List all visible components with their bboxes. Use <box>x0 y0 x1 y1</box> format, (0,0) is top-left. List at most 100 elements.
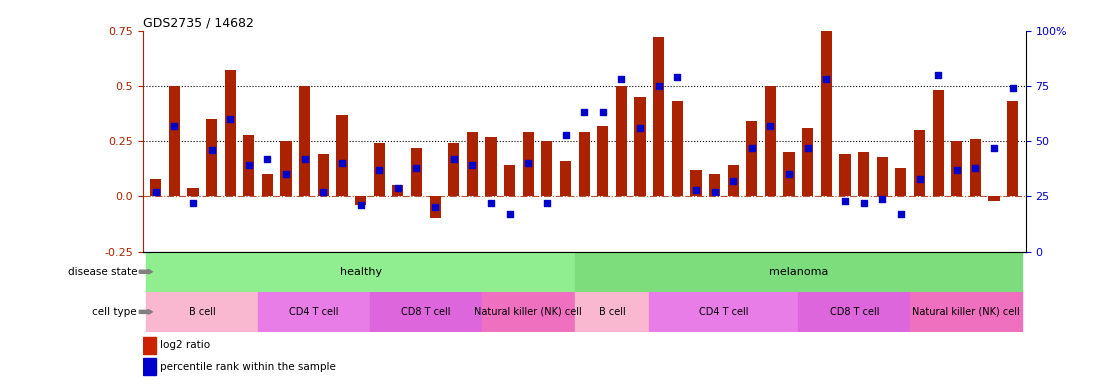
Bar <box>575 252 1022 292</box>
Point <box>799 145 816 151</box>
Bar <box>258 292 370 332</box>
Point <box>166 122 183 129</box>
Bar <box>709 174 720 196</box>
Point <box>948 167 965 173</box>
Bar <box>143 337 156 354</box>
Point <box>222 116 239 122</box>
Text: CD8 T cell: CD8 T cell <box>402 307 451 317</box>
Bar <box>541 141 553 196</box>
Point <box>278 171 295 177</box>
Bar <box>449 143 460 196</box>
Bar <box>727 166 738 196</box>
Bar <box>877 157 887 196</box>
Point <box>576 109 593 116</box>
Point <box>631 125 648 131</box>
Bar <box>690 170 701 196</box>
Point <box>147 189 165 195</box>
Point <box>501 211 519 217</box>
Bar <box>430 196 441 218</box>
Bar <box>374 143 385 196</box>
Text: cell type: cell type <box>92 307 137 317</box>
Point <box>203 147 220 153</box>
Bar <box>932 90 943 196</box>
Bar <box>146 292 258 332</box>
Point <box>539 200 556 206</box>
Text: CD4 T cell: CD4 T cell <box>699 307 748 317</box>
Point <box>724 178 742 184</box>
Point <box>333 160 351 166</box>
Point <box>836 198 853 204</box>
Bar <box>597 126 609 196</box>
Bar <box>504 166 516 196</box>
Bar <box>911 292 1022 332</box>
Bar <box>634 97 646 196</box>
Point <box>873 195 891 202</box>
Point <box>743 145 760 151</box>
Point <box>705 189 723 195</box>
Point <box>966 165 984 171</box>
Bar <box>143 359 156 375</box>
Text: CD4 T cell: CD4 T cell <box>290 307 339 317</box>
Bar <box>299 86 310 196</box>
Point <box>985 145 1003 151</box>
Point <box>929 72 947 78</box>
Point <box>649 83 667 89</box>
Bar <box>671 101 683 196</box>
Point <box>445 156 463 162</box>
Text: B cell: B cell <box>189 307 216 317</box>
Point <box>911 175 928 182</box>
Bar <box>799 292 911 332</box>
Bar <box>206 119 217 196</box>
Bar <box>244 134 255 196</box>
Bar <box>318 154 329 196</box>
Bar <box>802 128 813 196</box>
Text: B cell: B cell <box>599 307 625 317</box>
Bar <box>653 37 665 196</box>
Text: melanoma: melanoma <box>769 267 828 277</box>
Bar <box>578 132 590 196</box>
Bar <box>821 31 832 196</box>
Bar <box>188 187 199 196</box>
Point <box>855 200 872 206</box>
Bar <box>485 137 497 196</box>
Text: Natural killer (NK) cell: Natural killer (NK) cell <box>474 307 583 317</box>
Bar <box>783 152 794 196</box>
Point <box>593 109 611 116</box>
Point <box>557 131 575 137</box>
Bar <box>522 132 534 196</box>
Point <box>464 162 482 169</box>
Point <box>352 202 370 208</box>
Bar <box>649 292 799 332</box>
Bar <box>146 252 575 292</box>
Point <box>483 200 500 206</box>
Point <box>371 167 388 173</box>
Point <box>780 171 798 177</box>
Text: Natural killer (NK) cell: Natural killer (NK) cell <box>913 307 1020 317</box>
Bar <box>370 292 482 332</box>
Bar <box>765 86 776 196</box>
Point <box>612 76 630 83</box>
Text: log2 ratio: log2 ratio <box>160 340 211 350</box>
Text: healthy: healthy <box>340 267 382 277</box>
Bar <box>559 161 572 196</box>
Bar <box>988 196 999 201</box>
Text: CD8 T cell: CD8 T cell <box>829 307 879 317</box>
Bar <box>615 86 627 196</box>
Text: GDS2735 / 14682: GDS2735 / 14682 <box>143 17 253 30</box>
Point <box>427 204 444 210</box>
Bar <box>169 86 180 196</box>
Bar <box>150 179 161 196</box>
Point <box>408 165 426 171</box>
Point <box>687 187 704 193</box>
Bar <box>1007 101 1018 196</box>
Text: percentile rank within the sample: percentile rank within the sample <box>160 362 336 372</box>
Point <box>389 184 407 190</box>
Bar <box>575 292 649 332</box>
Bar <box>858 152 869 196</box>
Point <box>520 160 538 166</box>
Bar <box>225 71 236 196</box>
Bar <box>914 130 925 196</box>
Bar <box>411 148 422 196</box>
Point <box>1004 85 1021 91</box>
Bar <box>970 139 981 196</box>
